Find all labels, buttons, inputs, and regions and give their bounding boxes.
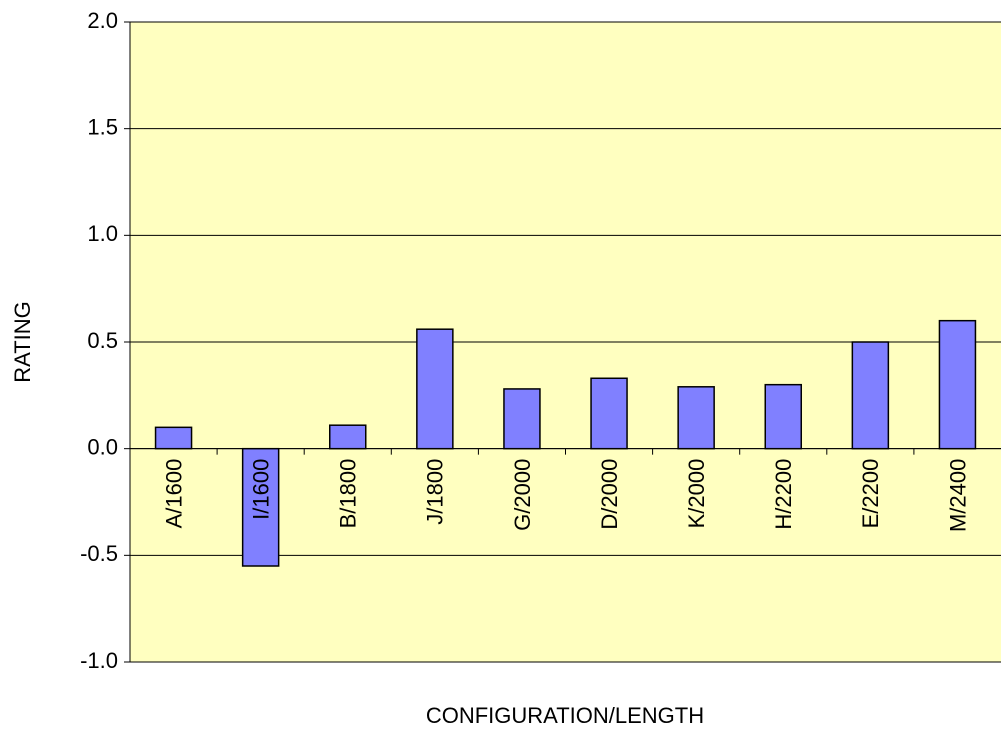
- bar: [503, 388, 541, 450]
- y-tick-label: 2.0: [87, 8, 118, 33]
- bar: [590, 377, 628, 450]
- x-tick-label: J/1800: [423, 459, 448, 525]
- y-tick-label: -0.5: [80, 541, 118, 566]
- x-tick-label: E/2200: [858, 459, 883, 529]
- x-tick-label: G/2000: [510, 459, 535, 531]
- y-tick-label: 0.0: [87, 434, 118, 459]
- y-tick-label: 1.5: [87, 114, 118, 139]
- x-tick-label: K/2000: [684, 459, 709, 529]
- x-tick-label: D/2000: [597, 459, 622, 530]
- x-tick-label: M/2400: [945, 459, 970, 532]
- bar: [416, 328, 454, 450]
- x-tick-label: A/1600: [161, 459, 186, 529]
- bar: [938, 319, 977, 450]
- x-tick-label: H/2200: [771, 459, 796, 530]
- x-tick-label: I/1600: [248, 459, 273, 520]
- x-axis-label: CONFIGURATION/LENGTH: [426, 703, 704, 728]
- bar: [851, 341, 890, 450]
- y-tick-label: -1.0: [80, 648, 118, 673]
- bar: [677, 386, 715, 450]
- bar: [154, 426, 193, 450]
- x-tick-label: B/1800: [336, 459, 361, 529]
- bar: [329, 424, 367, 450]
- y-tick-label: 1.0: [87, 221, 118, 246]
- bar: [241, 447, 280, 567]
- y-axis-label: RATING: [10, 301, 35, 382]
- bar: [764, 383, 802, 450]
- y-tick-label: 0.5: [87, 328, 118, 353]
